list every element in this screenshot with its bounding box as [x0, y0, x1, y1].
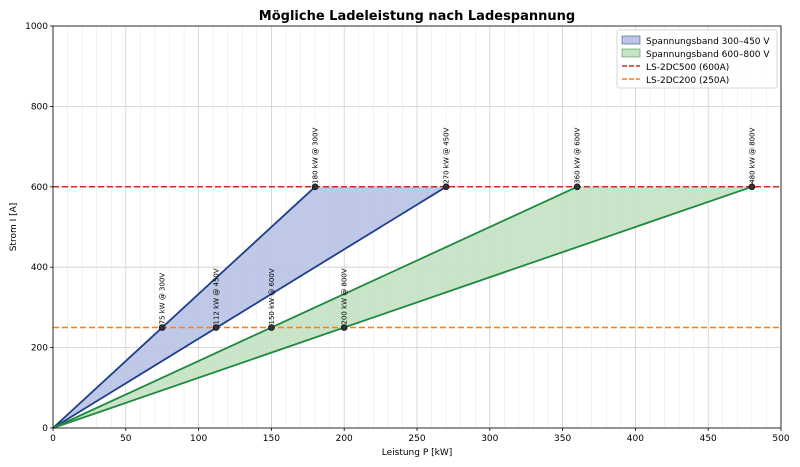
point-label: 200 kW @ 800V [341, 268, 349, 324]
y-tick-label: 600 [31, 183, 48, 193]
data-point [442, 183, 450, 191]
data-point [573, 183, 581, 191]
legend-label: LS-2DC200 (250A) [646, 76, 729, 86]
limit-lines [53, 186, 781, 329]
point-label: 270 kW @ 450V [443, 127, 451, 183]
y-tick-label: 0 [42, 424, 48, 434]
data-point [340, 324, 348, 331]
data-point [158, 324, 166, 331]
legend-label: Spannungsband 600–800 V [646, 50, 770, 60]
x-tick-label: 0 [50, 434, 56, 444]
y-axis-label: Strom I [A] [9, 203, 19, 252]
y-tick-label: 200 [31, 344, 48, 354]
point-label: 112 kW @ 450V [213, 268, 221, 324]
point-label: 180 kW @ 300V [312, 127, 320, 183]
x-tick-label: 100 [190, 434, 207, 444]
data-point [212, 324, 220, 331]
x-tick-label: 150 [263, 434, 280, 444]
legend-swatch [621, 35, 641, 45]
x-tick-label: 450 [700, 434, 717, 444]
bands [52, 185, 753, 429]
data-point [311, 183, 319, 191]
band-line-low-2 [52, 185, 578, 429]
point-label: 480 kW @ 800V [748, 127, 756, 183]
y-tick-label: 400 [31, 263, 48, 273]
points [158, 183, 756, 331]
x-tick-label: 250 [408, 434, 425, 444]
y-tick-label: 1000 [25, 22, 48, 32]
legend: Spannungsband 300–450 V Spannungsband 600… [616, 29, 778, 89]
data-point [748, 183, 756, 191]
legend-box [616, 29, 778, 89]
y-tick-label: 800 [31, 102, 48, 112]
band-line-low-1 [52, 186, 316, 429]
y-axis-ticks: 0 200 400 600 800 1000 [25, 22, 53, 434]
data-point [268, 324, 275, 331]
x-tick-label: 500 [772, 434, 789, 444]
x-axis-ticks: 0 50 100 150 200 250 300 350 400 450 500 [50, 428, 790, 444]
point-label: 75 kW @ 300V [159, 273, 167, 325]
x-tick-label: 400 [627, 434, 644, 444]
chart-title: Mögliche Ladeleistung nach Ladespannung [259, 9, 575, 24]
x-axis-label: Leistung P [kW] [382, 448, 453, 458]
annotations: 75 kW @ 300V 112 kW @ 450V 150 kW @ 600V 20… [159, 127, 757, 324]
legend-swatch [621, 48, 641, 58]
band-line-high-2 [52, 185, 753, 429]
x-tick-label: 300 [481, 434, 498, 444]
x-tick-label: 50 [120, 434, 132, 444]
legend-label: LS-2DC500 (600A) [646, 63, 729, 73]
point-label: 360 kW @ 600V [574, 127, 582, 183]
x-tick-label: 200 [336, 434, 353, 444]
band-line-high-1 [52, 186, 447, 429]
legend-label: Spannungsband 300–450 V [646, 37, 770, 47]
x-tick-label: 350 [554, 434, 571, 444]
point-label: 150 kW @ 600V [268, 268, 276, 324]
